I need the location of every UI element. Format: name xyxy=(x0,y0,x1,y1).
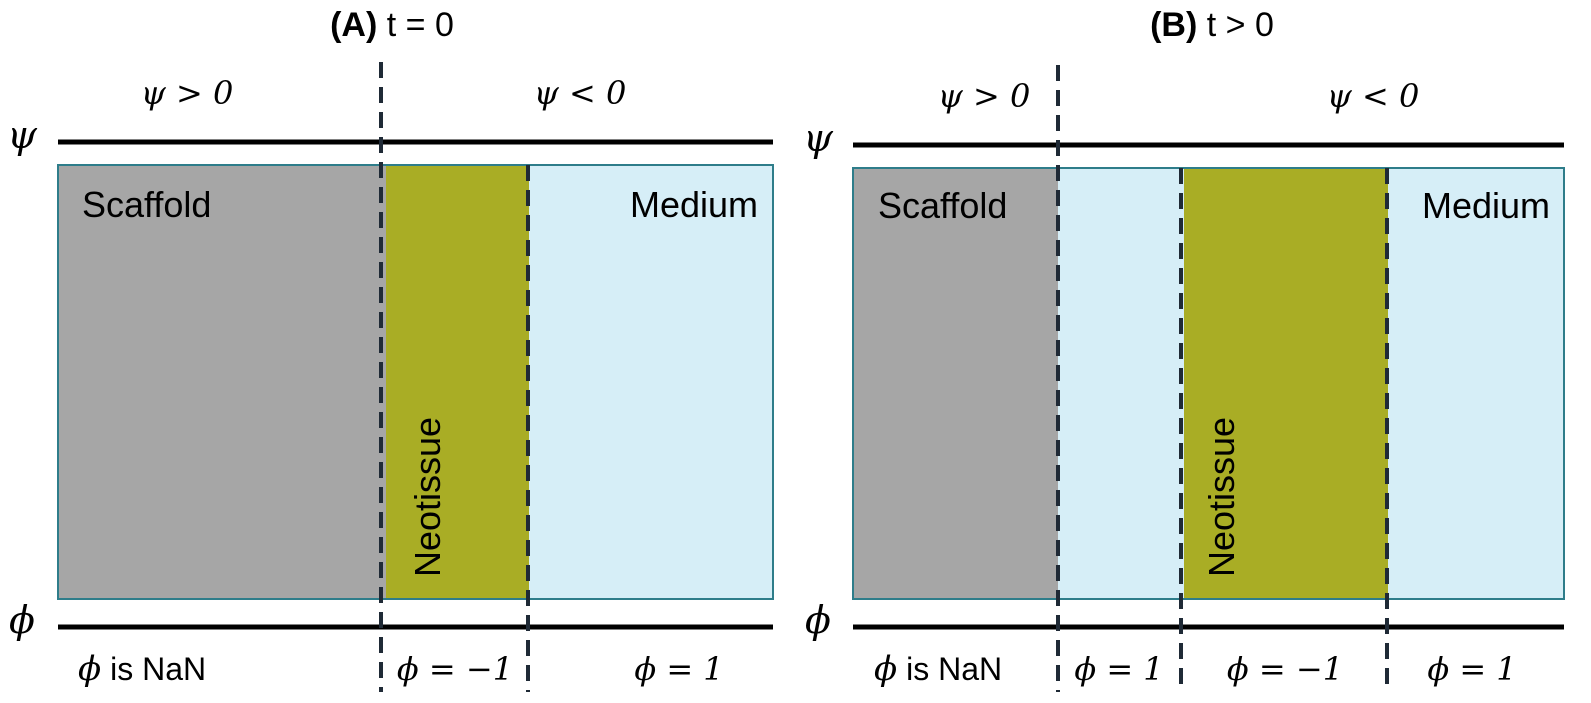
panel-a-psi-positive: ψ > 0 xyxy=(141,74,234,112)
panel-b-phi-neg-one-label: ϕ = −1 xyxy=(1227,650,1343,688)
panel-a-phi-neg-one-label: ϕ = −1 xyxy=(397,650,513,688)
panel-b-neotissue-label: Neotissue xyxy=(1201,417,1242,577)
panel-b-phi-gap-label: ϕ = 1 xyxy=(1074,650,1163,688)
panel-a-psi-axis-label: ψ xyxy=(7,113,38,157)
panel-a-psi-negative: ψ < 0 xyxy=(534,74,627,112)
panel-a-scaffold-region xyxy=(58,165,386,599)
panel-a: (A) t = 0 ψ > 0 ψ < 0 ψ Scaffold Medium … xyxy=(7,6,774,692)
panel-b-scaffold-region xyxy=(853,168,1058,599)
panel-b: (B) t > 0 ψ > 0 ψ < 0 ψ Scaffold Medium … xyxy=(803,6,1565,692)
panel-b-medium-label: Medium xyxy=(1422,185,1550,226)
panel-a-phi-nan-label: ϕ is NaN xyxy=(78,649,206,689)
panel-a-medium-region xyxy=(529,165,773,599)
panel-b-scaffold-label: Scaffold xyxy=(878,185,1007,226)
panel-b-title-label: (B) xyxy=(1150,6,1197,44)
panel-a-medium-label: Medium xyxy=(630,184,758,225)
panel-b-title: (B) t > 0 xyxy=(1150,6,1274,44)
panel-a-neotissue-region xyxy=(386,165,529,599)
panel-a-phi-nan-text: is NaN xyxy=(101,651,206,687)
panel-a-phi-nan-symbol: ϕ xyxy=(78,649,101,689)
panel-a-domain-border xyxy=(57,164,774,600)
panel-b-domain-border xyxy=(852,167,1565,600)
panel-a-phi-one-label: ϕ = 1 xyxy=(634,650,723,688)
panel-b-psi-negative: ψ < 0 xyxy=(1327,77,1420,115)
panel-b-psi-axis-label: ψ xyxy=(803,116,834,160)
panel-b-neotissue-region xyxy=(1184,168,1388,599)
panel-b-title-condition: t > 0 xyxy=(1197,6,1274,44)
panel-b-phi-nan-text: is NaN xyxy=(897,651,1002,687)
panel-a-title-condition: t = 0 xyxy=(377,6,454,44)
panel-a-phi-axis-label: ϕ xyxy=(9,598,35,642)
panel-a-title-label: (A) xyxy=(330,6,377,44)
panel-a-scaffold-label: Scaffold xyxy=(82,184,211,225)
panel-b-phi-axis-label: ϕ xyxy=(805,598,831,642)
panel-b-phi-one-label: ϕ = 1 xyxy=(1427,650,1516,688)
panel-b-gap-medium-region xyxy=(1058,168,1184,599)
panel-b-phi-nan-symbol: ϕ xyxy=(874,649,897,689)
panel-b-phi-nan-label: ϕ is NaN xyxy=(874,649,1002,689)
panel-b-medium-region xyxy=(1388,168,1564,599)
panel-a-neotissue-label: Neotissue xyxy=(407,417,448,577)
panel-b-psi-positive: ψ > 0 xyxy=(938,77,1031,115)
panel-a-title: (A) t = 0 xyxy=(330,6,454,44)
